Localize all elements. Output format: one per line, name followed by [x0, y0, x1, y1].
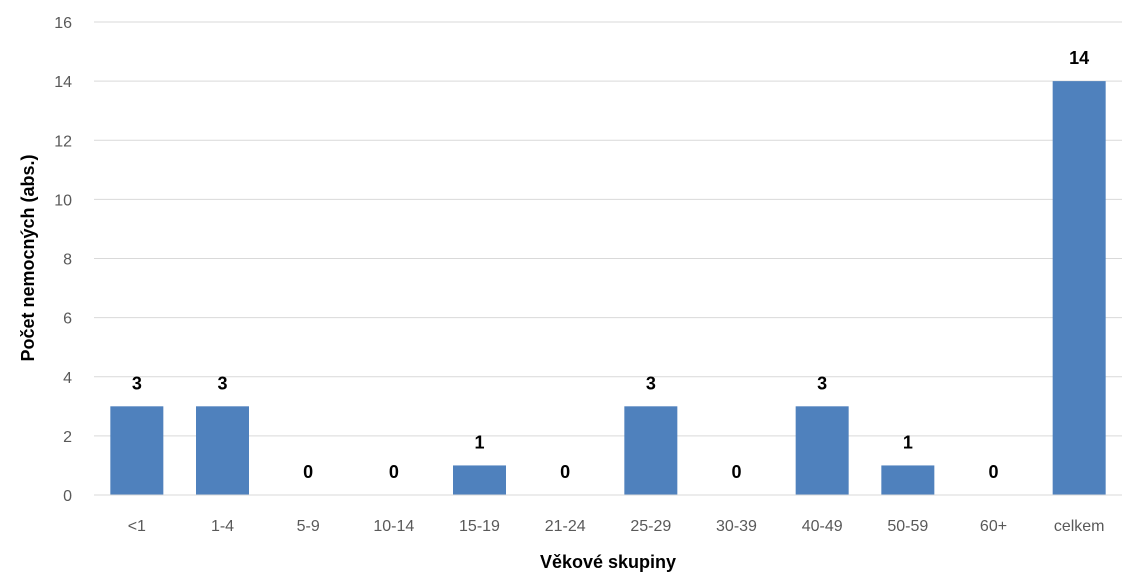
data-label: 0	[988, 462, 998, 482]
data-label: 3	[817, 373, 827, 393]
x-axis-title: Věkové skupiny	[540, 552, 676, 572]
x-tick-label: 15-19	[459, 518, 500, 535]
x-tick-label: <1	[128, 518, 146, 535]
bar	[1052, 81, 1106, 495]
y-axis-ticks: 0 2 4 6 8 10 12 14 16	[54, 15, 72, 505]
x-tick-label: 30-39	[716, 518, 757, 535]
data-label: 0	[560, 462, 570, 482]
y-tick-label: 8	[63, 252, 72, 269]
data-label: 3	[217, 373, 227, 393]
bars	[110, 81, 1106, 495]
x-tick-label: 1-4	[211, 518, 234, 535]
y-tick-label: 0	[63, 488, 72, 505]
x-axis-ticks: <1 1-4 5-9 10-14 15-19 21-24 25-29 30-39 40-49 50…	[128, 518, 1105, 535]
x-tick-label: 25-29	[630, 518, 671, 535]
x-tick-label: 60+	[980, 518, 1007, 535]
x-tick-label: celkem	[1054, 518, 1105, 535]
data-label: 1	[474, 432, 484, 452]
y-tick-label: 16	[54, 15, 72, 32]
bar	[196, 406, 249, 495]
y-axis-title: Počet nemocných (abs.)	[18, 154, 38, 361]
y-tick-label: 4	[63, 370, 72, 387]
y-tick-label: 14	[54, 74, 72, 91]
x-tick-label: 10-14	[373, 518, 414, 535]
bar	[881, 465, 935, 495]
data-label: 0	[303, 462, 313, 482]
y-tick-label: 12	[54, 133, 72, 150]
x-tick-label: 40-49	[802, 518, 843, 535]
bar	[795, 406, 849, 495]
gridlines	[94, 21, 1122, 437]
x-tick-label: 5-9	[297, 518, 320, 535]
data-label: 3	[646, 373, 656, 393]
data-label: 3	[132, 373, 142, 393]
data-label: 14	[1069, 48, 1089, 68]
bar	[110, 406, 164, 495]
bar	[453, 465, 506, 495]
x-tick-label: 21-24	[545, 518, 586, 535]
y-tick-label: 2	[63, 429, 72, 446]
x-tick-label: 50-59	[887, 518, 928, 535]
data-labels: 3 3 0 0 1 0 3 0 3 1 0 14	[132, 48, 1089, 482]
data-label: 1	[903, 432, 913, 452]
data-label: 0	[731, 462, 741, 482]
y-tick-label: 6	[63, 311, 72, 328]
y-tick-label: 10	[54, 192, 72, 209]
data-label: 0	[389, 462, 399, 482]
bar	[624, 406, 678, 495]
